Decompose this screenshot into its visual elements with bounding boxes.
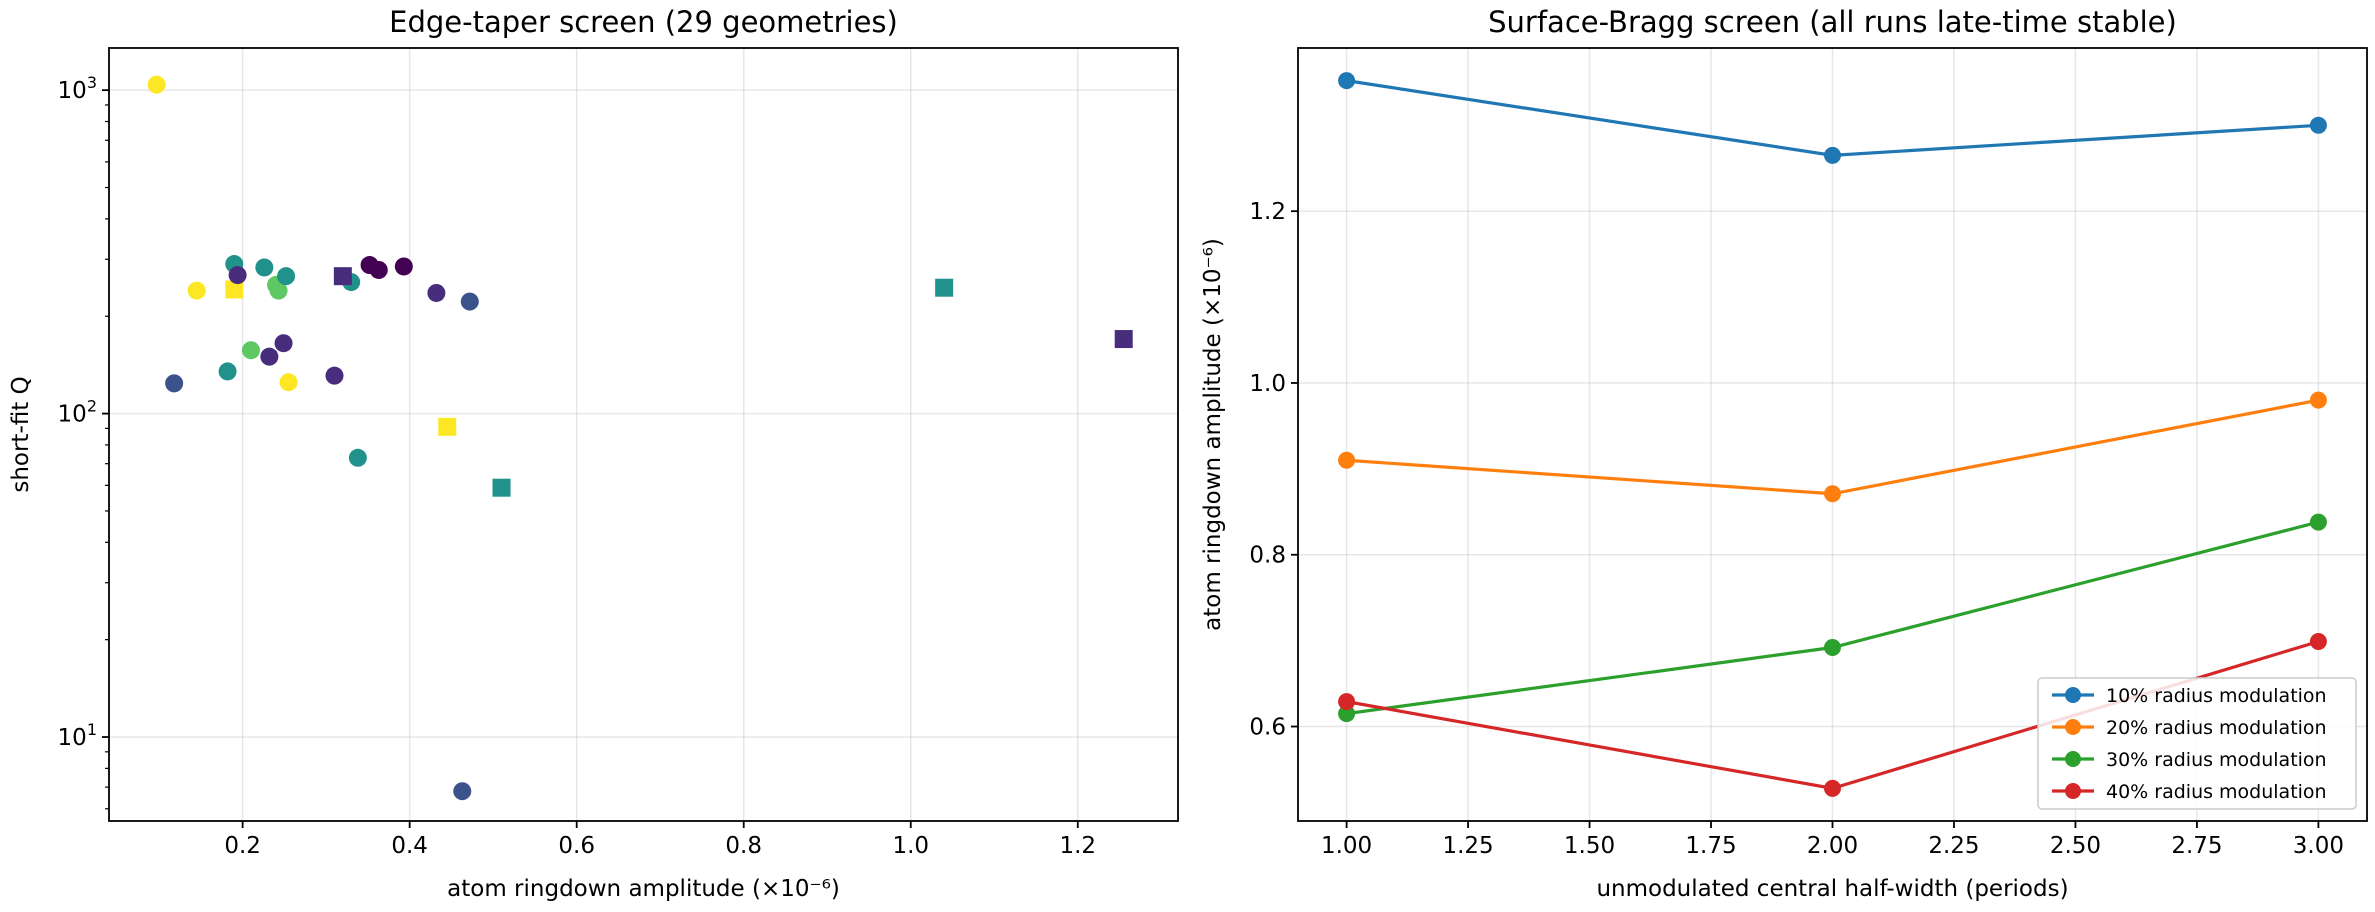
edge-taper-axes-frame: [108, 47, 1179, 822]
edge-taper-x-tick-label: 0.4: [391, 833, 428, 859]
edge-taper-title: Edge-taper screen (29 geometries): [389, 5, 898, 39]
edge-taper-point: [427, 283, 446, 302]
surface-bragg-x-tick-label: 1.50: [1564, 833, 1615, 859]
edge-taper-x-tick-label: 1.0: [892, 833, 929, 859]
legend-item: 10% radius modulation: [2052, 685, 2327, 707]
edge-taper-point-square: [225, 280, 244, 299]
surface-bragg-title: Surface-Bragg screen (all runs late-time…: [1488, 5, 2177, 39]
surface-bragg-x-tick-label: 2.25: [1928, 833, 1979, 859]
surface-bragg-x-axis-label: unmodulated central half-width (periods): [1596, 876, 2068, 902]
surface-bragg-y-axis-label: atom ringdown amplitude (×10⁻⁶): [1200, 238, 1226, 631]
legend-box: [2037, 677, 2357, 810]
edge-taper-point: [255, 258, 274, 277]
edge-taper-point: [460, 292, 479, 311]
surface-bragg-x-tick-label: 1.00: [1321, 833, 1372, 859]
edge-taper-point: [394, 257, 413, 276]
series-point: [2309, 391, 2327, 409]
surface-bragg-x-tick-label: 1.25: [1442, 833, 1493, 859]
surface-bragg-axes-frame: [1297, 47, 2368, 822]
edge-taper-point-square: [935, 278, 954, 297]
series-point: [1824, 485, 1841, 503]
series-1: [1338, 72, 2327, 164]
edge-taper-point: [369, 260, 388, 279]
surface-bragg-x-tick-label: 1.75: [1685, 833, 1736, 859]
edge-taper-y-tick-label: 101: [58, 720, 97, 751]
edge-taper-x-axis-label: atom ringdown amplitude (×10⁻⁶): [447, 876, 840, 902]
edge-taper-y-axis-label: short-fit Q: [8, 376, 34, 492]
edge-taper-point: [218, 362, 237, 381]
series-point: [1824, 639, 1841, 657]
edge-taper-point: [453, 782, 472, 801]
edge-taper-point: [277, 267, 296, 286]
edge-taper-point: [348, 448, 367, 467]
legend-label: 30% radius modulation: [2106, 749, 2327, 771]
edge-taper-point: [325, 366, 344, 385]
edge-taper-point: [260, 347, 279, 366]
legend-marker-swatch: [2065, 783, 2081, 799]
surface-bragg-x-tick-label: 2.75: [2171, 833, 2222, 859]
edge-taper-x-tick-label: 1.2: [1059, 833, 1096, 859]
series-point: [2309, 116, 2327, 134]
legend-item: 40% radius modulation: [2052, 781, 2327, 803]
legend-item: 30% radius modulation: [2052, 749, 2327, 771]
legend-item: 20% radius modulation: [2052, 717, 2327, 739]
edge-taper-point-square: [492, 478, 511, 497]
series-point: [2309, 632, 2327, 650]
edge-taper-point: [165, 374, 184, 393]
legend-label: 20% radius modulation: [2106, 717, 2327, 739]
legend-marker-swatch: [2065, 719, 2081, 735]
legend-marker-swatch: [2065, 687, 2081, 703]
edge-taper-point: [228, 266, 247, 285]
edge-taper-point: [279, 373, 298, 392]
series-point: [1338, 693, 1356, 711]
edge-taper-x-tick-label: 0.8: [725, 833, 762, 859]
edge-taper-point-square: [333, 267, 352, 286]
surface-bragg-y-tick-label: 1.2: [1249, 199, 1286, 225]
surface-bragg-panel: 1.00 1.25 1.50 1.75 2.00 2.25 2.50 2.75 3.00 0.6 0…: [1200, 5, 2368, 902]
edge-taper-panel: 0.2 0.4 0.6 0.8 1.0 1.2 101 102 103 Edge-taper s…: [8, 5, 1179, 902]
edge-taper-x-tick-label: 0.6: [558, 833, 595, 859]
surface-bragg-x-tick-label: 2.00: [1807, 833, 1858, 859]
edge-taper-points: [147, 75, 1133, 801]
legend-label: 10% radius modulation: [2106, 685, 2327, 707]
edge-taper-point: [274, 334, 293, 353]
edge-taper-point-square: [1114, 330, 1133, 349]
edge-taper-point: [147, 75, 166, 94]
series-point: [1338, 72, 1356, 90]
surface-bragg-x-tick-label: 2.50: [2050, 833, 2101, 859]
surface-bragg-y-tick-label: 0.8: [1249, 543, 1286, 569]
surface-bragg-y-tick-label: 1.0: [1249, 371, 1286, 397]
series-point: [2309, 513, 2327, 531]
edge-taper-point: [269, 281, 288, 300]
edge-taper-point: [187, 281, 206, 300]
series-2: [1338, 391, 2327, 503]
legend-label: 40% radius modulation: [2106, 781, 2327, 803]
edge-taper-point: [241, 341, 260, 360]
surface-bragg-x-tick-label: 3.00: [2293, 833, 2344, 859]
series-point: [1824, 779, 1841, 797]
legend: 10% radius modulation 20% radius modulati…: [2037, 677, 2357, 810]
surface-bragg-series: [1338, 72, 2327, 797]
legend-marker-swatch: [2065, 751, 2081, 767]
series-point: [1338, 705, 1356, 723]
series-3: [1338, 513, 2327, 723]
edge-taper-y-tick-label: 102: [58, 397, 97, 428]
series-point: [1824, 146, 1841, 164]
edge-taper-point-square: [438, 417, 457, 436]
surface-bragg-y-tick-label: 0.6: [1249, 715, 1286, 741]
edge-taper-y-tick-label: 103: [58, 73, 97, 104]
edge-taper-x-tick-label: 0.2: [224, 833, 261, 859]
series-point: [1338, 451, 1356, 469]
